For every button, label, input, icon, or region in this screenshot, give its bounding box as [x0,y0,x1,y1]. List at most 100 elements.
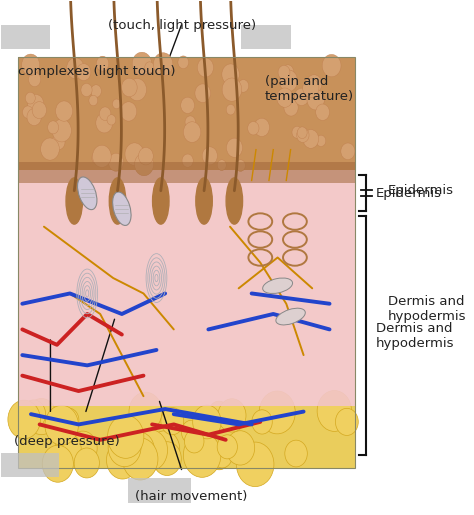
Circle shape [336,408,358,435]
Bar [18,57,356,468]
Circle shape [161,407,184,435]
Circle shape [197,58,213,77]
Circle shape [182,154,193,167]
Bar [18,57,356,170]
Bar [0,453,59,477]
Text: (touch, light pressure): (touch, light pressure) [109,19,256,31]
Circle shape [236,160,246,171]
Circle shape [218,399,246,432]
Bar [18,406,356,468]
Circle shape [96,113,113,133]
Circle shape [112,99,121,109]
Circle shape [100,107,111,121]
Circle shape [183,122,201,143]
Circle shape [28,72,41,87]
Circle shape [237,442,274,487]
Ellipse shape [226,178,243,224]
Circle shape [108,415,144,458]
Ellipse shape [153,178,169,224]
Circle shape [120,102,137,121]
Circle shape [138,147,153,165]
Circle shape [341,143,355,160]
Circle shape [317,390,352,432]
Circle shape [226,431,255,465]
Circle shape [252,410,272,434]
Circle shape [316,104,329,121]
Circle shape [122,438,158,480]
Ellipse shape [196,178,212,224]
Text: Dermis and
hypodermis: Dermis and hypodermis [376,322,455,350]
Circle shape [226,105,235,115]
Circle shape [294,88,309,106]
Circle shape [217,435,237,459]
Circle shape [184,430,204,453]
Circle shape [217,160,226,170]
Circle shape [185,116,195,128]
Circle shape [96,56,109,71]
Circle shape [8,400,40,439]
Bar [18,162,356,183]
Circle shape [202,147,218,165]
Ellipse shape [66,178,82,224]
Circle shape [183,433,221,477]
Circle shape [292,126,302,138]
Circle shape [92,151,103,165]
Circle shape [181,97,194,113]
Circle shape [133,430,167,471]
Circle shape [91,85,101,97]
Ellipse shape [109,178,126,224]
Circle shape [287,71,295,80]
Circle shape [278,65,290,79]
Text: (pain and
temperature): (pain and temperature) [264,75,354,103]
Ellipse shape [78,177,97,210]
Circle shape [22,54,40,75]
Circle shape [32,101,46,118]
Circle shape [107,441,138,479]
Circle shape [192,405,221,439]
Circle shape [125,432,155,467]
Circle shape [81,83,92,97]
Circle shape [312,92,324,107]
Circle shape [145,62,154,73]
Circle shape [128,79,146,101]
Circle shape [89,95,98,106]
Circle shape [23,106,33,118]
Circle shape [222,64,239,85]
Circle shape [28,94,44,113]
Circle shape [285,440,307,467]
Ellipse shape [263,278,292,294]
Circle shape [209,401,229,426]
Circle shape [121,78,137,97]
Circle shape [212,444,232,468]
Bar [0,25,50,49]
Circle shape [74,448,100,478]
Circle shape [277,88,293,107]
Circle shape [58,408,79,432]
Circle shape [178,56,189,68]
Circle shape [55,434,81,465]
Circle shape [125,143,144,165]
Circle shape [132,52,152,75]
Circle shape [238,79,249,92]
Circle shape [47,121,59,134]
Circle shape [22,400,46,428]
Circle shape [297,128,309,143]
Circle shape [322,55,341,77]
Circle shape [227,138,243,157]
Circle shape [254,118,270,136]
Circle shape [316,135,326,147]
Circle shape [129,392,162,432]
Bar [18,170,356,406]
Circle shape [284,99,298,116]
Circle shape [108,427,141,467]
Circle shape [279,70,298,92]
Text: (hair movement): (hair movement) [135,490,247,503]
Circle shape [27,109,41,126]
Text: Dermis and
hypodermis: Dermis and hypodermis [388,295,466,323]
Circle shape [149,431,180,467]
Bar [241,25,291,49]
Circle shape [52,134,65,150]
Circle shape [25,92,35,104]
Bar [128,478,191,503]
Circle shape [303,130,319,148]
